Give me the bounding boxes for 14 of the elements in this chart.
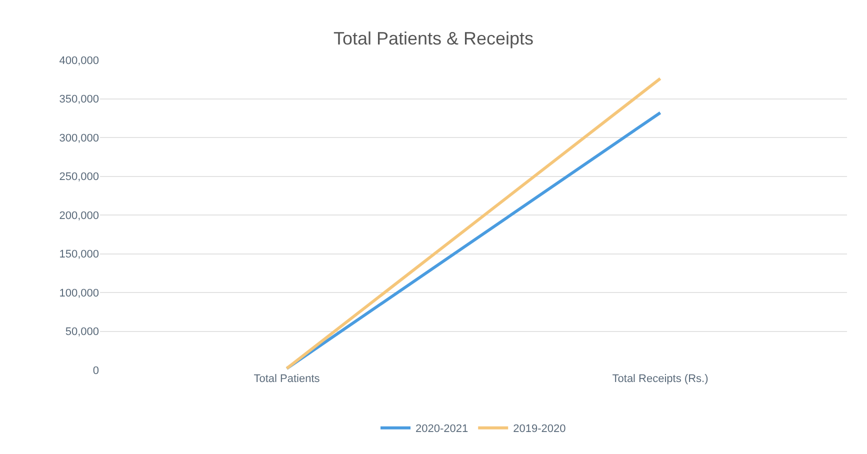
y-tick-label: 250,000 — [59, 171, 99, 184]
y-tick-label: 50,000 — [65, 326, 99, 338]
x-tick-label: Total Receipts (Rs.) — [612, 373, 708, 385]
y-tick-label: 200,000 — [59, 210, 99, 222]
y-tick-label: 300,000 — [59, 132, 99, 144]
legend-label: 2019-2020 — [513, 423, 566, 436]
y-tick-label: 0 — [92, 364, 99, 377]
y-tick-label: 100,000 — [59, 287, 99, 300]
chart-title: Total Patients & Receipts — [333, 28, 534, 48]
legend-label: 2020-2021 — [416, 423, 468, 436]
y-tick-label: 350,000 — [59, 94, 99, 106]
y-tick-label: 400,000 — [59, 54, 99, 67]
y-tick-label: 150,000 — [59, 248, 99, 261]
x-tick-label: Total Patients — [254, 373, 320, 385]
